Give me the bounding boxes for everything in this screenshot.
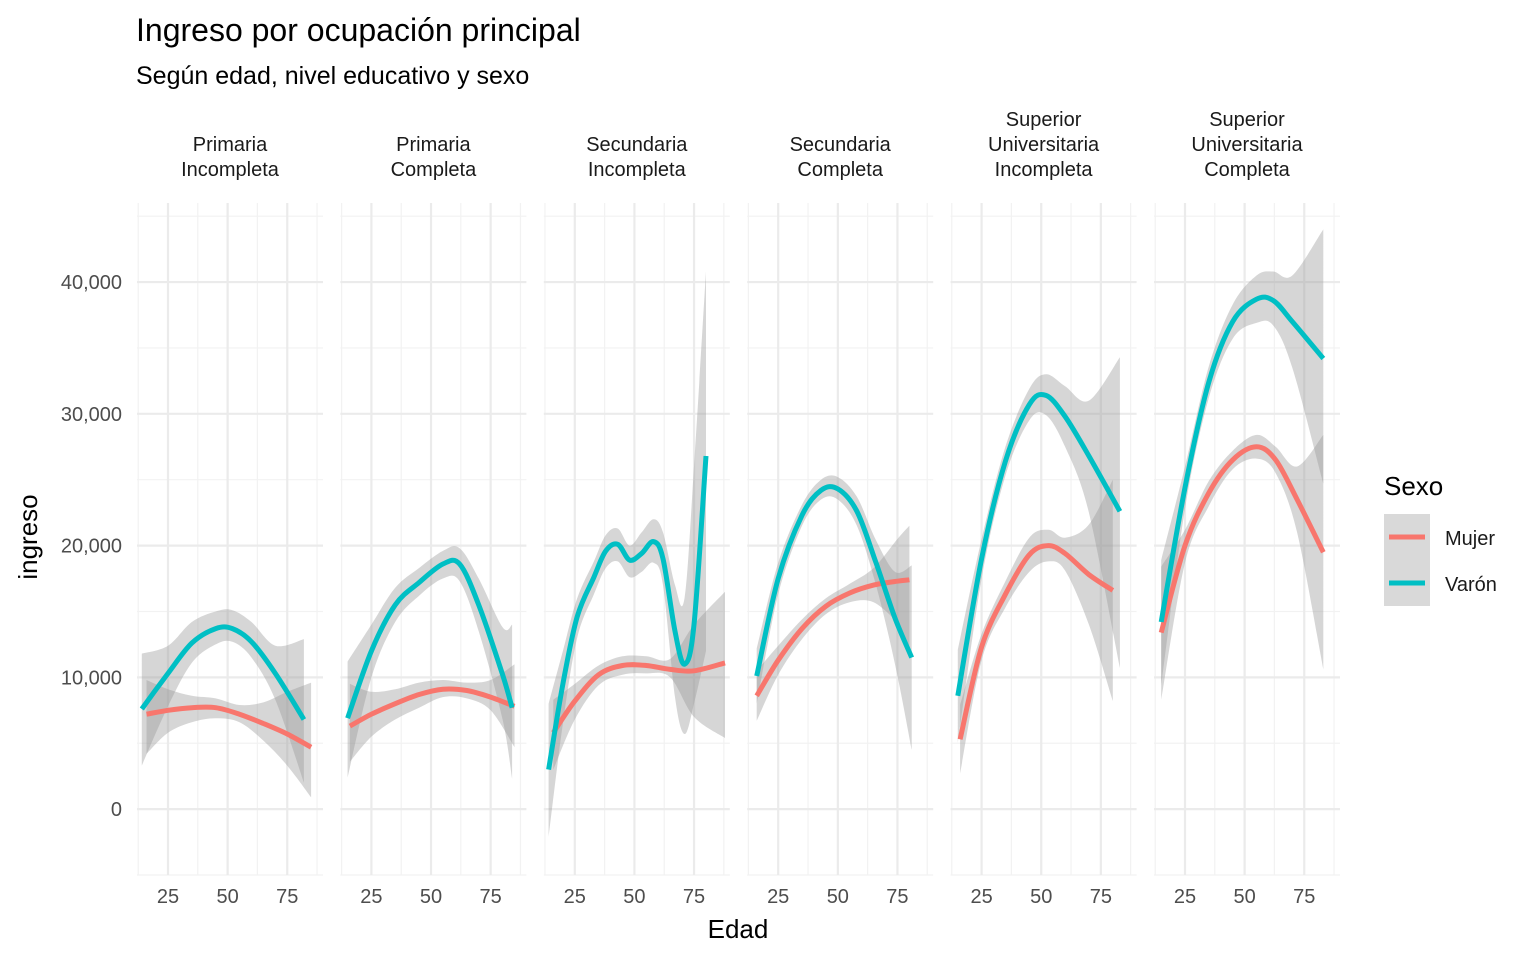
confidence-band	[960, 479, 1113, 774]
series-line-varon	[345, 557, 515, 720]
x-axis-title: Edad	[708, 914, 769, 944]
confidence-band	[756, 525, 910, 721]
facet-strip-label: Universitaria	[1191, 134, 1303, 156]
x-tick-label: 75	[683, 886, 705, 908]
chart-title: Ingreso por ocupación principal	[136, 12, 581, 48]
series-line-mujer	[1158, 444, 1326, 634]
y-tick-label: 0	[111, 799, 122, 821]
x-tick-label: 50	[827, 886, 849, 908]
x-tick-label: 75	[1090, 886, 1112, 908]
facet-strip-label: Primaria	[193, 134, 268, 156]
x-tick-label: 25	[767, 886, 789, 908]
series-line-mujer	[146, 704, 313, 750]
x-tick-label: 75	[886, 886, 908, 908]
x-tick-label: 75	[480, 886, 502, 908]
facet-strip-label: Superior	[1209, 109, 1285, 131]
confidence-band	[756, 475, 912, 750]
confidence-band	[349, 664, 515, 762]
y-tick-label: 10,000	[61, 667, 122, 689]
facet-panel: Primaria Incompleta 25 50 75	[137, 134, 323, 908]
series-line-varon	[754, 484, 915, 677]
facet-strip-label: Completa	[391, 159, 477, 181]
chart-subtitle: Según edad, nivel educativo y sexo	[136, 62, 529, 90]
series-line-varon	[955, 391, 1123, 697]
series-line-mujer	[957, 543, 1115, 740]
x-tick-label: 25	[564, 886, 586, 908]
facet-panels: Primaria Incompleta 25 50 75 Primaria Completa…	[137, 109, 1340, 908]
x-tick-label: 50	[420, 886, 442, 908]
facet-strip-label: Universitaria	[988, 134, 1100, 156]
series-line-varon	[546, 455, 709, 771]
legend: Sexo Mujer Varón	[1384, 471, 1497, 606]
facet-panel: Secundaria Incompleta 25 50 75	[543, 134, 730, 908]
x-tick-label: 50	[1233, 886, 1255, 908]
confidence-band	[347, 546, 513, 779]
legend-key-background	[1384, 514, 1430, 606]
legend-label-varon: Varón	[1445, 574, 1497, 596]
confidence-band	[553, 591, 725, 770]
facet-strip-label: Incompleta	[588, 159, 687, 181]
series-line-mujer	[348, 686, 516, 729]
facet-strip-label: Primaria	[396, 134, 471, 156]
y-tick-label: 30,000	[61, 404, 122, 426]
facet-strip-label: Completa	[1204, 159, 1290, 181]
legend-title: Sexo	[1384, 471, 1443, 501]
facet-panel: Secundaria Completa 25 50 75	[747, 134, 934, 908]
x-tick-label: 25	[360, 886, 382, 908]
legend-label-mujer: Mujer	[1445, 528, 1495, 550]
series-line-mujer	[551, 660, 726, 735]
confidence-band	[957, 357, 1120, 744]
facet-strip-label: Superior	[1006, 109, 1082, 131]
facet-panel: Superior Universitaria Completa 25 50 75	[1154, 109, 1340, 908]
x-tick-label: 50	[623, 886, 645, 908]
series-line-varon	[1158, 294, 1326, 623]
x-tick-label: 25	[970, 886, 992, 908]
y-tick-label: 20,000	[61, 536, 122, 558]
x-tick-label: 50	[1030, 886, 1052, 908]
facet-strip-label: Secundaria	[790, 134, 892, 156]
x-tick-label: 50	[216, 886, 238, 908]
y-axis: 0 10,000 20,000 30,000 40,000	[61, 272, 122, 821]
y-axis-title: ingreso	[13, 494, 43, 579]
y-tick-label: 40,000	[61, 272, 122, 294]
facet-panel: Primaria Completa 25 50 75	[340, 134, 527, 908]
x-tick-label: 75	[276, 886, 298, 908]
x-tick-label: 25	[157, 886, 179, 908]
facet-strip-label: Completa	[797, 159, 883, 181]
facet-strip-label: Incompleta	[995, 159, 1094, 181]
facet-panel: Superior Universitaria Incompleta 25 50 75	[950, 109, 1137, 908]
series-line-varon	[139, 624, 307, 721]
facet-strip-label: Incompleta	[181, 159, 280, 181]
series-line-mujer	[754, 577, 910, 698]
x-tick-label: 75	[1293, 886, 1315, 908]
x-tick-label: 25	[1174, 886, 1196, 908]
facet-strip-label: Secundaria	[586, 134, 688, 156]
